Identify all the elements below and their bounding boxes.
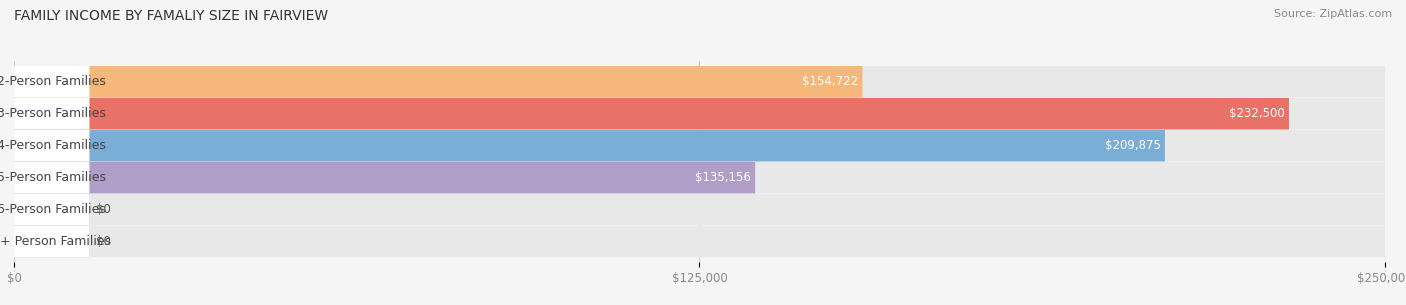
FancyBboxPatch shape [14,162,755,193]
Text: $0: $0 [96,235,111,248]
FancyBboxPatch shape [14,194,90,225]
FancyBboxPatch shape [14,66,862,98]
FancyBboxPatch shape [14,194,1385,225]
Text: $135,156: $135,156 [695,171,751,184]
FancyBboxPatch shape [14,226,90,257]
Text: $154,722: $154,722 [803,75,858,88]
Text: 3-Person Families: 3-Person Families [0,107,107,120]
FancyBboxPatch shape [14,194,90,225]
Text: 5-Person Families: 5-Person Families [0,171,107,184]
FancyBboxPatch shape [14,66,90,98]
Text: FAMILY INCOME BY FAMALIY SIZE IN FAIRVIEW: FAMILY INCOME BY FAMALIY SIZE IN FAIRVIE… [14,9,328,23]
Text: 6-Person Families: 6-Person Families [0,203,107,216]
FancyBboxPatch shape [14,226,90,257]
FancyBboxPatch shape [14,226,1385,257]
FancyBboxPatch shape [14,130,90,161]
FancyBboxPatch shape [14,162,90,193]
FancyBboxPatch shape [14,98,90,130]
Text: $0: $0 [96,203,111,216]
Text: Source: ZipAtlas.com: Source: ZipAtlas.com [1274,9,1392,19]
FancyBboxPatch shape [14,130,1385,161]
Text: 7+ Person Families: 7+ Person Families [0,235,111,248]
Text: $232,500: $232,500 [1229,107,1285,120]
FancyBboxPatch shape [14,66,1385,98]
FancyBboxPatch shape [14,98,1289,130]
FancyBboxPatch shape [14,98,1385,130]
FancyBboxPatch shape [14,162,1385,193]
Text: 4-Person Families: 4-Person Families [0,139,107,152]
Text: $209,875: $209,875 [1105,139,1161,152]
FancyBboxPatch shape [14,130,1166,161]
Text: 2-Person Families: 2-Person Families [0,75,107,88]
